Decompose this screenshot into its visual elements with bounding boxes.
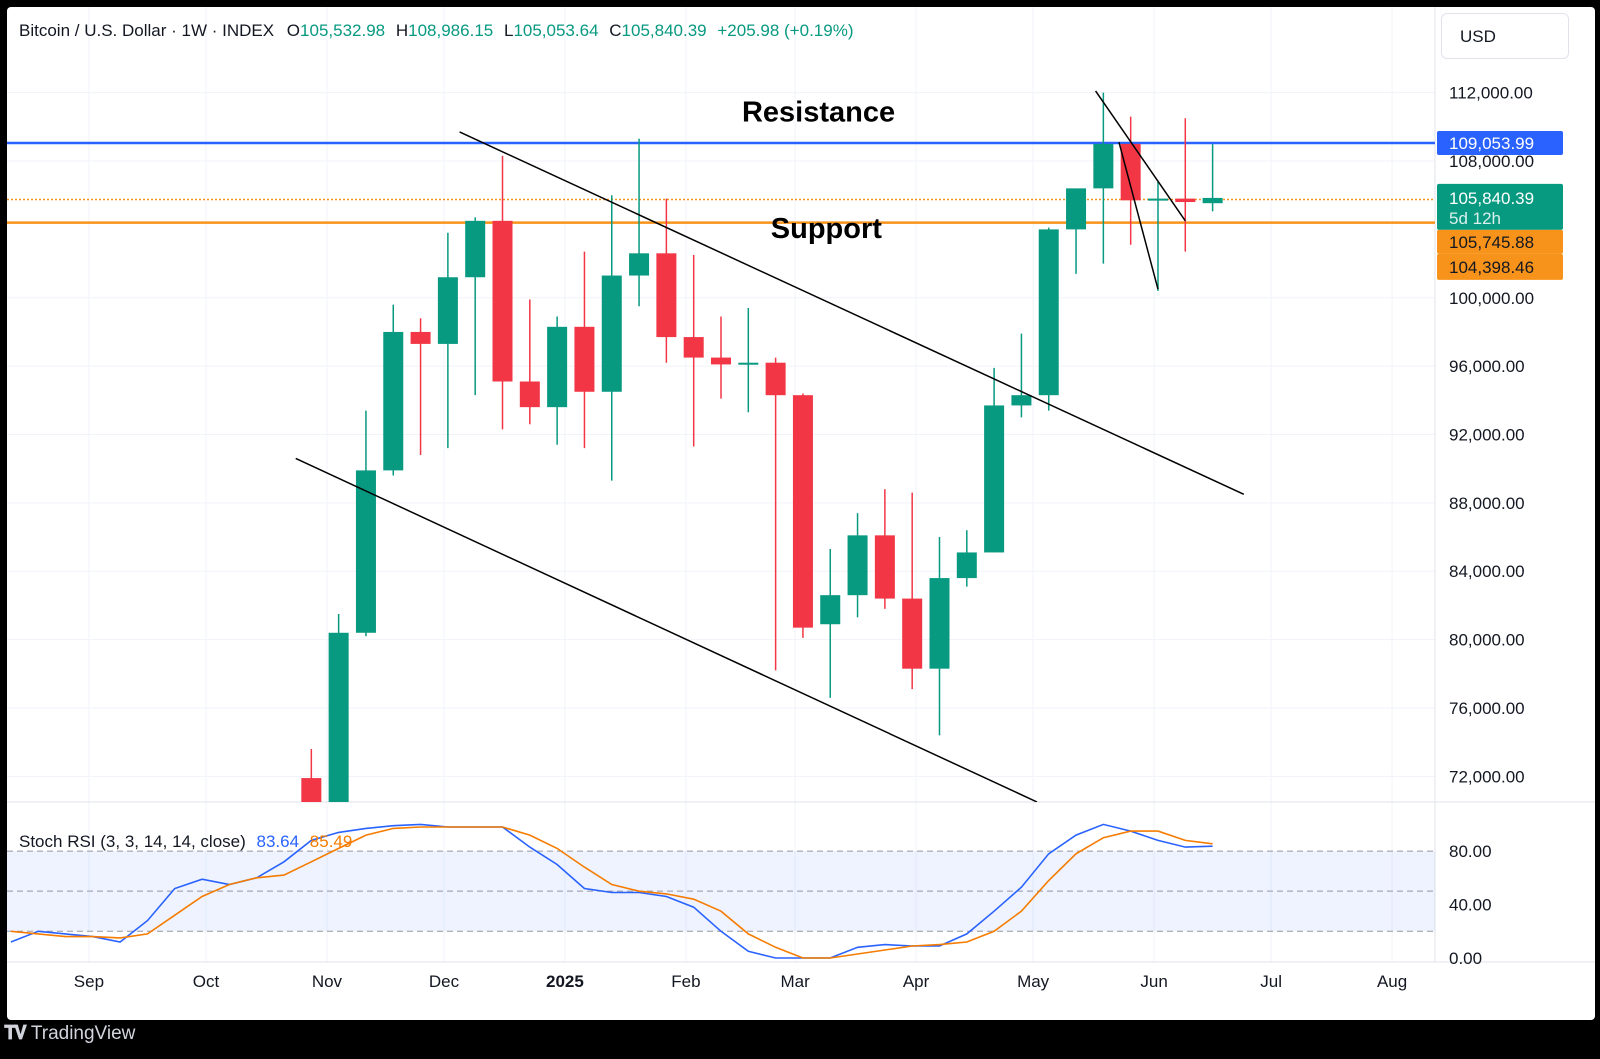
stoch-d-line[interactable] <box>10 826 1213 959</box>
time-tick-label: Nov <box>312 972 343 991</box>
candle-body[interactable] <box>874 535 895 599</box>
stoch-k-value: 83.64 <box>256 832 300 851</box>
current-price-tag-label: 105,840.39 <box>1449 189 1534 208</box>
candle-body[interactable] <box>492 220 513 382</box>
time-tick-label: Jul <box>1260 972 1282 991</box>
candle-body[interactable] <box>1120 143 1141 201</box>
time-tick-label: Mar <box>780 972 810 991</box>
candle-body[interactable] <box>711 357 731 365</box>
tradingview-watermark: 𝐓𝐕 TradingView <box>4 1023 135 1045</box>
candle-body[interactable] <box>984 405 1005 553</box>
price-tick-label: 80,000.00 <box>1449 631 1525 650</box>
candle-body[interactable] <box>1066 188 1087 230</box>
candle-body[interactable] <box>1202 197 1223 204</box>
price-tick-label: 108,000.00 <box>1449 152 1534 171</box>
time-tick-label: Apr <box>903 972 930 991</box>
close-label: C <box>609 21 622 40</box>
high-label: H <box>395 21 409 40</box>
countdown-label: 5d 12h <box>1449 209 1501 228</box>
time-tick-label: Aug <box>1377 972 1407 991</box>
resistance-tag-bg <box>1437 130 1563 155</box>
trendline-wedge-left[interactable] <box>1094 90 1186 222</box>
trendline-channel-upper[interactable] <box>459 131 1245 496</box>
price-tick-label: 84,000.00 <box>1449 562 1525 581</box>
candle-body[interactable] <box>956 552 977 579</box>
support-upper-tag-bg <box>1437 229 1563 254</box>
open-value: 105,532.98 <box>300 21 386 40</box>
low-value: 105,053.64 <box>513 21 599 40</box>
symbol-header: Bitcoin / U.S. Dollar · 1W · INDEX O105,… <box>19 21 853 41</box>
stoch-tick-label: 0.00 <box>1449 949 1482 968</box>
candle-body[interactable] <box>1147 198 1168 201</box>
candle-body[interactable] <box>1011 395 1032 406</box>
candle-body[interactable] <box>465 220 486 278</box>
high-value: 108,986.15 <box>408 21 494 40</box>
stoch-rsi-title[interactable]: Stoch RSI (3, 3, 14, 14, close) <box>19 832 246 851</box>
time-tick-label: May <box>1017 972 1050 991</box>
price-tick-label: 92,000.00 <box>1449 426 1525 445</box>
stoch-k-line[interactable] <box>10 823 1213 959</box>
candle-body[interactable] <box>765 362 786 396</box>
stoch-d-value: 85.49 <box>309 832 353 851</box>
time-tick-label: Sep <box>74 972 104 991</box>
price-tick-label: 72,000.00 <box>1449 767 1525 786</box>
candle-body[interactable] <box>656 253 677 338</box>
time-tick-label: Feb <box>671 972 700 991</box>
currency-button[interactable]: USD <box>1441 13 1569 59</box>
price-tick-label: 76,000.00 <box>1449 699 1525 718</box>
current-price-tag-bg <box>1437 183 1563 230</box>
candle-body[interactable] <box>383 331 404 471</box>
open-label: O <box>286 21 301 40</box>
time-tick-label: 2025 <box>546 972 584 991</box>
support-lower-tag-bg <box>1437 253 1563 280</box>
annotation-resistance: Resistance <box>742 97 895 129</box>
candle-body[interactable] <box>519 381 540 408</box>
candle-body[interactable] <box>847 535 868 596</box>
tradingview-logo-icon: 𝐓𝐕 <box>4 1023 27 1044</box>
price-tick-label: 112,000.00 <box>1449 84 1533 103</box>
candle-body[interactable] <box>547 326 568 408</box>
resistance-tag-label: 109,053.99 <box>1449 134 1534 153</box>
candle-body[interactable] <box>929 578 950 669</box>
annotation-support: Support <box>771 213 882 245</box>
candle-body[interactable] <box>820 595 841 625</box>
candle-body[interactable] <box>410 331 431 344</box>
stoch-tick-label: 40.00 <box>1449 896 1492 915</box>
candle-body[interactable] <box>328 632 349 821</box>
trendline-channel-lower[interactable] <box>295 457 1038 802</box>
time-tick-label: Oct <box>193 972 220 991</box>
price-pane: Resistance Support <box>7 90 1435 821</box>
candle-body[interactable] <box>1038 229 1059 396</box>
price-tick-label: 96,000.00 <box>1449 357 1525 376</box>
low-label: L <box>503 21 514 40</box>
support-lower-tag-label: 104,398.46 <box>1449 258 1534 277</box>
candle-body[interactable] <box>792 395 813 628</box>
change-value: +205.98 (+0.19%) <box>717 21 854 40</box>
candle-body[interactable] <box>1093 143 1114 189</box>
candle-body[interactable] <box>629 253 650 276</box>
candle-body[interactable] <box>1175 198 1196 203</box>
candle-body[interactable] <box>355 470 376 633</box>
candle-body[interactable] <box>683 337 704 358</box>
price-tick-label: 88,000.00 <box>1449 494 1525 513</box>
time-tick-label: Jun <box>1140 972 1167 991</box>
symbol-title[interactable]: Bitcoin / U.S. Dollar · 1W · INDEX <box>19 21 275 40</box>
candle-body[interactable] <box>437 277 458 344</box>
close-value: 105,840.39 <box>621 21 707 40</box>
price-tick-label: 100,000.00 <box>1449 289 1534 308</box>
stoch-tick-label: 80.00 <box>1449 842 1492 861</box>
candle-body[interactable] <box>902 598 923 669</box>
watermark-text: TradingView <box>30 1023 136 1044</box>
candle-body[interactable] <box>601 275 622 392</box>
time-tick-label: Dec <box>429 972 460 991</box>
candle-body[interactable] <box>301 778 322 821</box>
stoch-rsi-legend: Stoch RSI (3, 3, 14, 14, close) 83.64 85… <box>19 832 352 852</box>
price-chart[interactable]: Resistance Support 72,000.00 76,000.00 80,00… <box>7 7 1595 1020</box>
support-upper-tag-label: 105,745.88 <box>1449 233 1534 252</box>
chart-frame: Resistance Support 72,000.00 76,000.00 80,00… <box>7 7 1595 1020</box>
candle-body[interactable] <box>738 362 759 365</box>
trendline-wedge-right[interactable] <box>1118 142 1159 290</box>
candle-body[interactable] <box>574 326 595 392</box>
